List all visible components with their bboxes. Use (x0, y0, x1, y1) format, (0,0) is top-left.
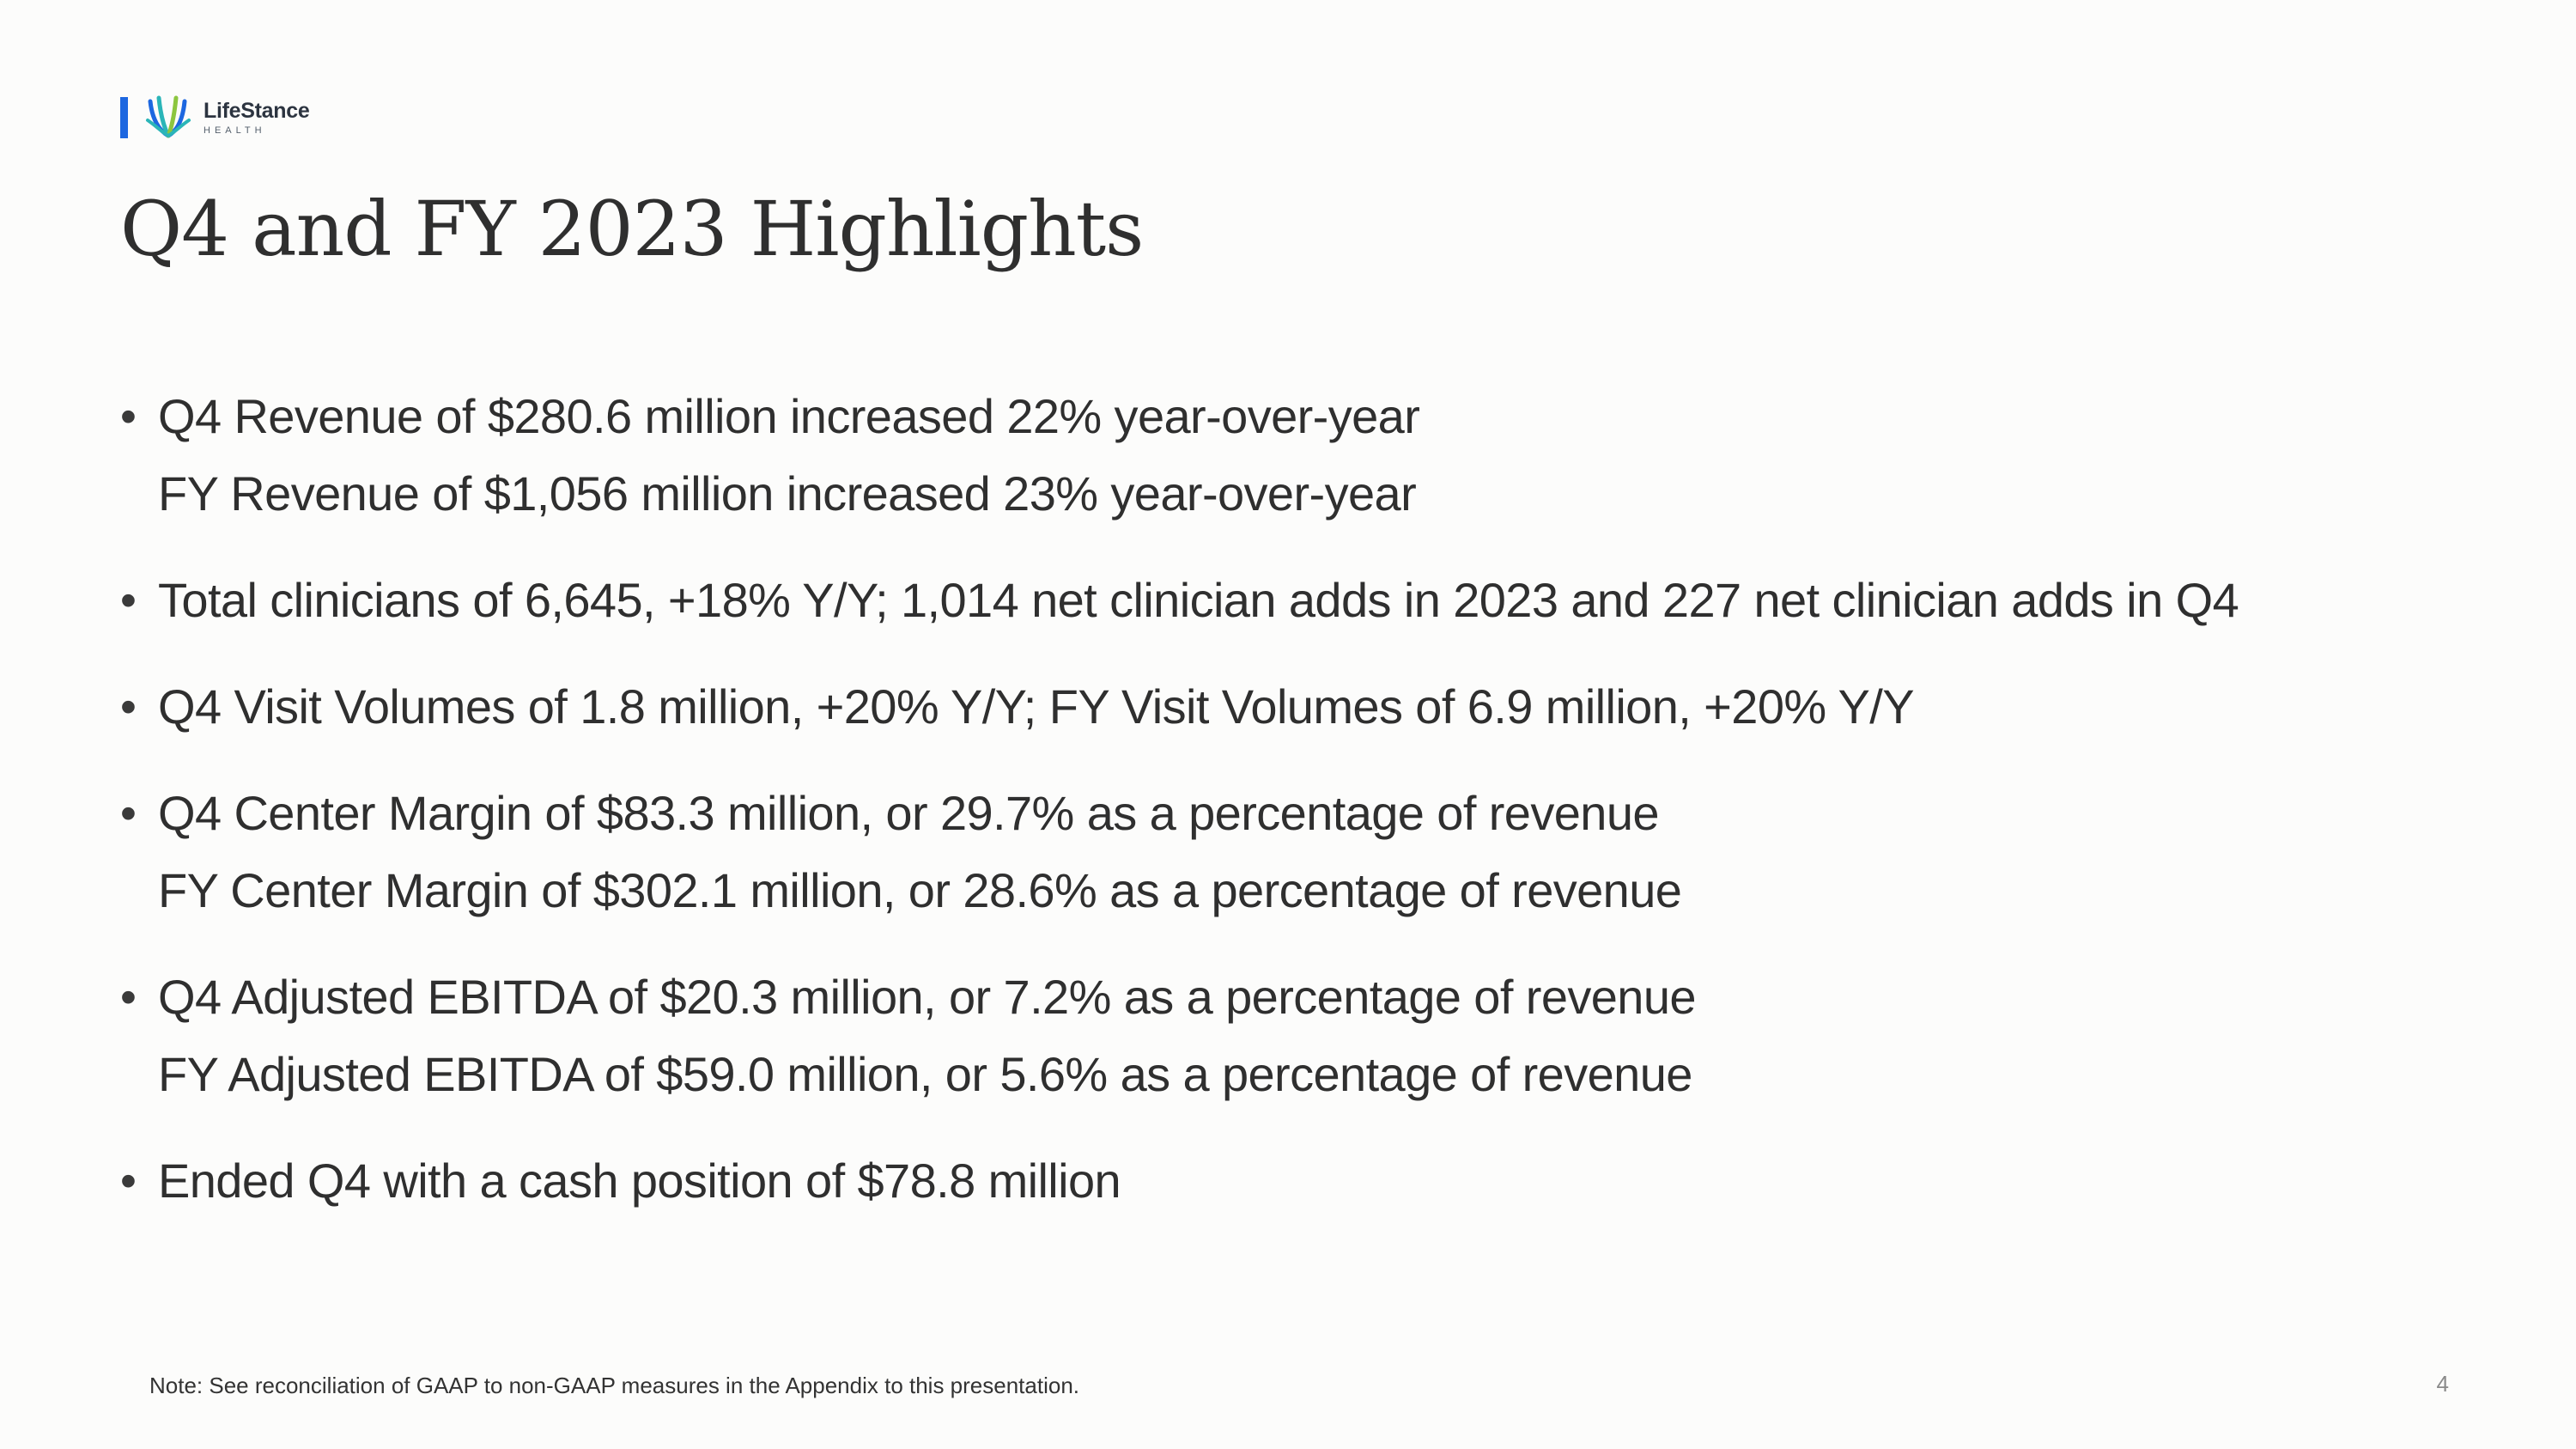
bullet-line: Total clinicians of 6,645, +18% Y/Y; 1,0… (158, 573, 2239, 627)
highlights-list: • Q4 Revenue of $280.6 million increased… (120, 378, 2490, 1249)
bullet-line: Q4 Visit Volumes of 1.8 million, +20% Y/… (158, 679, 1915, 734)
company-logo: LifeStance HEALTH (120, 94, 310, 141)
logo-wordmark: LifeStance HEALTH (204, 98, 310, 136)
bullet-point: • (120, 971, 137, 1023)
bullet-line: Q4 Adjusted EBITDA of $20.3 million, or … (158, 970, 1697, 1024)
logo-name: LifeStance (204, 98, 310, 123)
lifestance-leaf-icon (146, 95, 191, 138)
bullet-line: FY Adjusted EBITDA of $59.0 million, or … (158, 1047, 1692, 1101)
slide-title: Q4 and FY 2023 Highlights (120, 185, 1144, 273)
bullet-point: • (120, 788, 137, 839)
highlight-adjusted-ebitda: • Q4 Adjusted EBITDA of $20.3 million, o… (120, 959, 2490, 1113)
logo-subtitle: HEALTH (204, 125, 266, 136)
highlight-clinicians: • Total clinicians of 6,645, +18% Y/Y; 1… (120, 562, 2490, 639)
highlight-visit-volumes: • Q4 Visit Volumes of 1.8 million, +20% … (120, 668, 2490, 746)
highlight-revenue: • Q4 Revenue of $280.6 million increased… (120, 378, 2490, 533)
highlight-center-margin: • Q4 Center Margin of $83.3 million, or … (120, 775, 2490, 929)
bullet-line: Ended Q4 with a cash position of $78.8 m… (158, 1154, 1121, 1208)
bullet-point: • (120, 1155, 137, 1207)
page-number: 4 (2436, 1371, 2449, 1397)
bullet-line: Q4 Center Margin of $83.3 million, or 29… (158, 786, 1660, 840)
logo-accent-bar (120, 97, 128, 138)
footnote: Note: See reconciliation of GAAP to non-… (149, 1373, 1080, 1398)
bullet-point: • (120, 681, 137, 733)
highlight-cash-position: • Ended Q4 with a cash position of $78.8… (120, 1142, 2490, 1220)
bullet-point: • (120, 575, 137, 626)
bullet-line: FY Center Margin of $302.1 million, or 2… (158, 863, 1682, 917)
bullet-line: Q4 Revenue of $280.6 million increased 2… (158, 389, 1420, 443)
bullet-line: FY Revenue of $1,056 million increased 2… (158, 466, 1417, 521)
bullet-point: • (120, 391, 137, 442)
